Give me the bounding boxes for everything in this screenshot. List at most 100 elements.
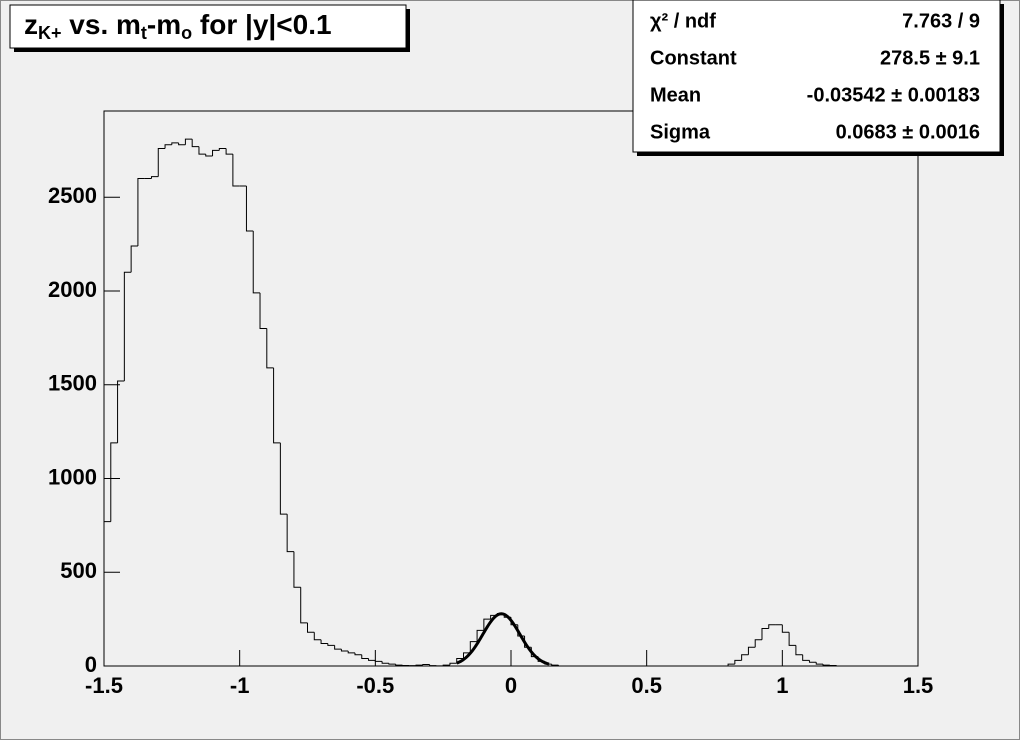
histogram-bin <box>184 138 193 145</box>
histogram-bin <box>157 148 166 177</box>
histogram-bin <box>761 628 769 640</box>
histogram-bin <box>293 551 301 588</box>
x-tick-label: 1 <box>776 673 788 698</box>
histogram-bin <box>198 146 206 155</box>
x-tick-label: 0 <box>505 673 517 698</box>
x-tick-label: -0.5 <box>356 673 394 698</box>
x-tick-label: -1.5 <box>85 673 123 698</box>
x-tick-label: -1 <box>230 673 250 698</box>
histogram-bin <box>286 514 294 553</box>
histogram-bin <box>415 664 423 666</box>
histogram-bin <box>327 643 335 646</box>
histogram-bin <box>103 521 111 666</box>
histogram-bin <box>347 651 355 654</box>
stat-value: 278.5 ± 9.1 <box>880 47 980 69</box>
chart-title: zK+ vs. mt-mo for |y|<0.1 <box>24 9 332 43</box>
stats-frame <box>632 0 1001 153</box>
title-part: vs. m <box>62 9 141 40</box>
histogram-bin <box>205 154 213 157</box>
histogram-bin <box>225 148 233 155</box>
histogram-bin <box>368 658 376 661</box>
histogram-bin <box>117 380 125 443</box>
title-part: K+ <box>38 23 62 43</box>
histogram-bin <box>476 629 484 642</box>
histogram-bin <box>808 660 817 663</box>
histogram-bin <box>463 652 471 659</box>
histogram-bin <box>795 645 803 656</box>
stat-name: Constant <box>650 47 737 69</box>
stat-value: 7.763 / 9 <box>902 10 980 32</box>
histogram-bin <box>307 622 315 633</box>
histogram-bin <box>741 654 749 661</box>
histogram-bin <box>802 654 810 661</box>
y-tick-label: 500 <box>60 558 97 583</box>
histogram-bin <box>442 664 450 666</box>
histogram-bin <box>137 178 145 246</box>
histogram-bin <box>320 639 328 644</box>
histogram-bin <box>822 664 830 666</box>
histogram-bin <box>245 186 254 232</box>
y-tick-label: 1000 <box>48 464 97 489</box>
histogram-bin <box>361 654 369 659</box>
histogram-bin <box>754 639 762 648</box>
histogram-bin <box>734 659 742 665</box>
histogram-bin <box>788 632 796 646</box>
y-tick-label: 2000 <box>48 277 97 302</box>
stat-name: Sigma <box>650 121 711 143</box>
histogram-bin <box>334 645 342 650</box>
title-frame <box>9 4 407 49</box>
histogram-bin <box>551 664 559 666</box>
stat-name: χ² / ndf <box>650 10 716 32</box>
histogram-bin <box>422 664 430 666</box>
histogram-bin <box>429 664 437 667</box>
plot-frame <box>103 110 919 667</box>
histogram-bin <box>768 624 776 629</box>
histogram-bin <box>110 442 118 522</box>
y-tick-label: 0 <box>85 652 97 677</box>
histogram-bin <box>279 442 288 515</box>
title-part: for |y|<0.1 <box>192 9 331 40</box>
title-part: z <box>24 9 38 40</box>
histogram-bin <box>171 142 179 145</box>
fit-curve <box>456 612 550 666</box>
histogram-bin <box>747 646 756 655</box>
histogram-bin <box>191 139 199 148</box>
histogram-bin <box>123 271 132 381</box>
stat-value: -0.03542 ± 0.00183 <box>807 84 980 106</box>
histogram-bin <box>150 176 159 179</box>
histogram-bin <box>354 652 362 656</box>
x-tick-label: 0.5 <box>631 673 662 698</box>
histogram-bin <box>557 665 566 667</box>
histogram-bin <box>727 663 735 666</box>
title-part: o <box>181 23 192 43</box>
y-tick-label: 1500 <box>48 371 97 396</box>
stats-box: χ² / ndf 7.763 / 9 Constant 278.5 ± 9.1 Mean… <box>632 0 1004 156</box>
title-part: -m <box>147 9 181 40</box>
title-box: zK+ vs. mt-mo for |y|<0.1 <box>9 4 410 52</box>
histogram-bin <box>340 649 349 652</box>
stat-value: 0.0683 ± 0.0016 <box>836 121 980 143</box>
title-part: t <box>141 23 147 43</box>
histogram-bin <box>164 144 172 149</box>
histogram-bin <box>218 148 227 151</box>
histogram-bin <box>381 661 389 664</box>
histogram-bin <box>178 142 186 146</box>
histogram-bin <box>388 663 396 665</box>
y-tick-label: 2500 <box>48 183 97 208</box>
histogram-bin <box>273 367 281 444</box>
histogram-bin <box>266 328 274 369</box>
histogram-bin <box>781 624 790 633</box>
histogram-bin <box>300 587 308 624</box>
histogram-bin <box>212 149 220 156</box>
histogram-bin <box>469 641 478 653</box>
histogram-bin <box>232 154 240 187</box>
histogram-bin <box>130 245 138 273</box>
stat-name: Mean <box>650 84 701 106</box>
x-tick-label: 1.5 <box>903 673 934 698</box>
histogram-bin <box>449 662 457 666</box>
histogram-bin <box>836 665 844 667</box>
histogram-bin <box>259 292 267 329</box>
histogram-bin <box>815 662 824 665</box>
histogram-bin <box>313 632 322 641</box>
